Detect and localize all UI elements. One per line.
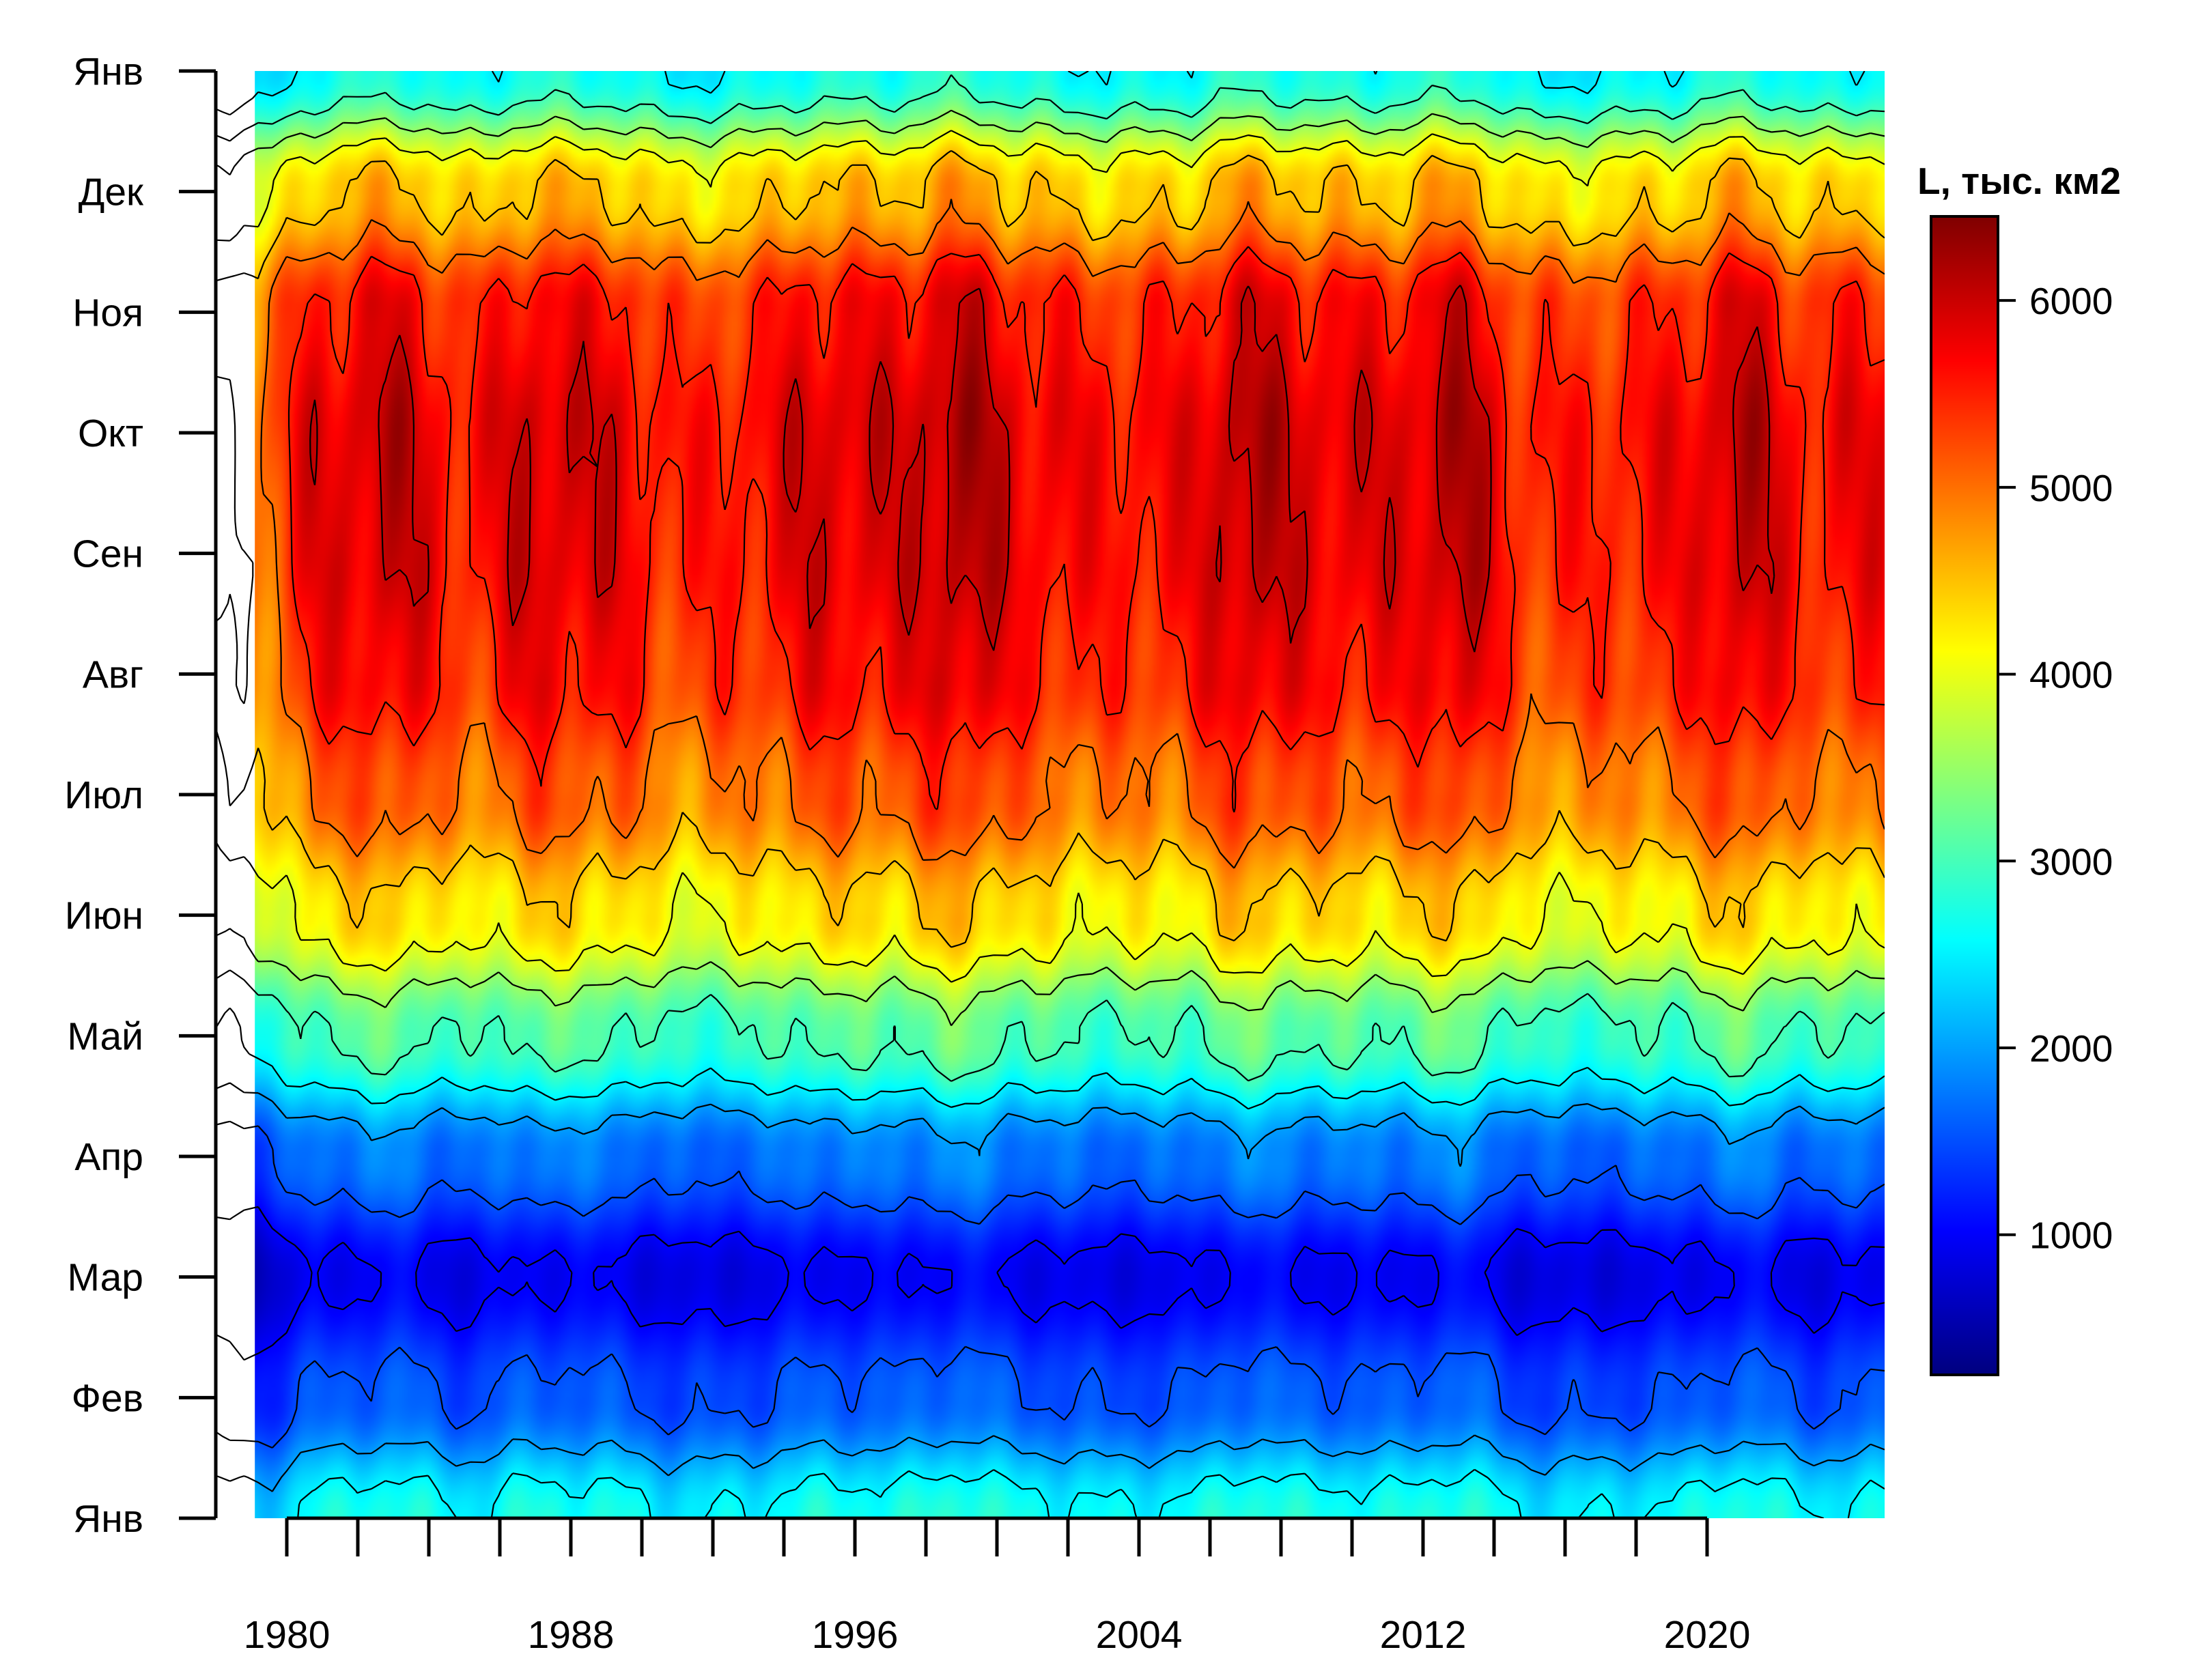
contour-line-4500 [216,150,1885,948]
y-tick-label: Май [67,1014,143,1058]
x-tick-label: 1996 [812,1613,899,1657]
y-tick-label: Сен [72,532,143,576]
contour-line-3500 [216,109,1885,1027]
colorbar-tick-label: 3000 [2029,840,2113,883]
contour-line-1000 [216,1206,1885,1361]
y-tick-label: Янв [73,50,143,94]
contour-line-2500 [216,71,1885,1518]
y-tick-label: Фев [72,1376,143,1420]
contour-line-4000 [216,130,1885,983]
y-ticks: Янв Фев Мар Апр Май Июн Июл Авг Сен Окт Ноя Дек Янв [64,50,216,1541]
colorbar-title: L, тыс. км2 [1917,160,2121,202]
colorbar-tick-label: 2000 [2029,1027,2113,1070]
colorbar-tick-label: 5000 [2029,467,2113,509]
y-tick-label: Июн [65,894,143,938]
y-tick-label: Июл [64,773,143,817]
x-tick-label: 1980 [244,1613,330,1657]
colorbar-tick-label: 1000 [2029,1214,2113,1257]
heatmap-area [216,71,1885,1518]
contour-line-6000 [309,285,1775,653]
colorbar-ticks: 1000 2000 3000 4000 5000 6000 [1998,280,2113,1257]
x-tick-label: 2012 [1380,1613,1467,1657]
colorbar-gradient [1930,215,1999,1376]
y-tick-label: Апр [74,1135,143,1179]
contour-line-1500 [216,1120,1885,1449]
x-tick-label: 2004 [1096,1613,1183,1657]
x-tick-label: 1988 [528,1613,615,1657]
contour-line-5000 [216,199,1885,869]
contour-line-5500 [287,246,1885,813]
y-tick-label: Авг [83,653,143,696]
data-gap-region [216,71,255,1518]
y-tick-label: Мар [67,1256,143,1300]
contour-line-2000 [216,1082,1885,1492]
x-tick-label: 2020 [1664,1613,1751,1657]
x-ticks: 1980 1988 1996 2004 2012 2020 [244,1516,1751,1657]
contour-line-3000 [216,74,1885,1082]
x-axis: 1980 1988 1996 2004 2012 2020 [244,1516,1751,1657]
y-tick-label: Ноя [72,291,143,334]
colorbar-tick-label: 6000 [2029,280,2113,322]
colorbar-tick-label: 4000 [2029,654,2113,696]
y-tick-label: Янв [73,1497,143,1541]
y-tick-label: Окт [78,412,143,455]
y-axis: Янв Фев Мар Апр Май Июн Июл Авг Сен Окт Ноя Дек Янв [64,50,218,1541]
colorbar: L, тыс. км2 1000 2000 3000 4000 5000 6000 [1917,160,2121,1376]
heatmap-raster [216,71,1885,1518]
contour-lines [216,71,1885,1518]
y-tick-label: Дек [79,171,144,214]
